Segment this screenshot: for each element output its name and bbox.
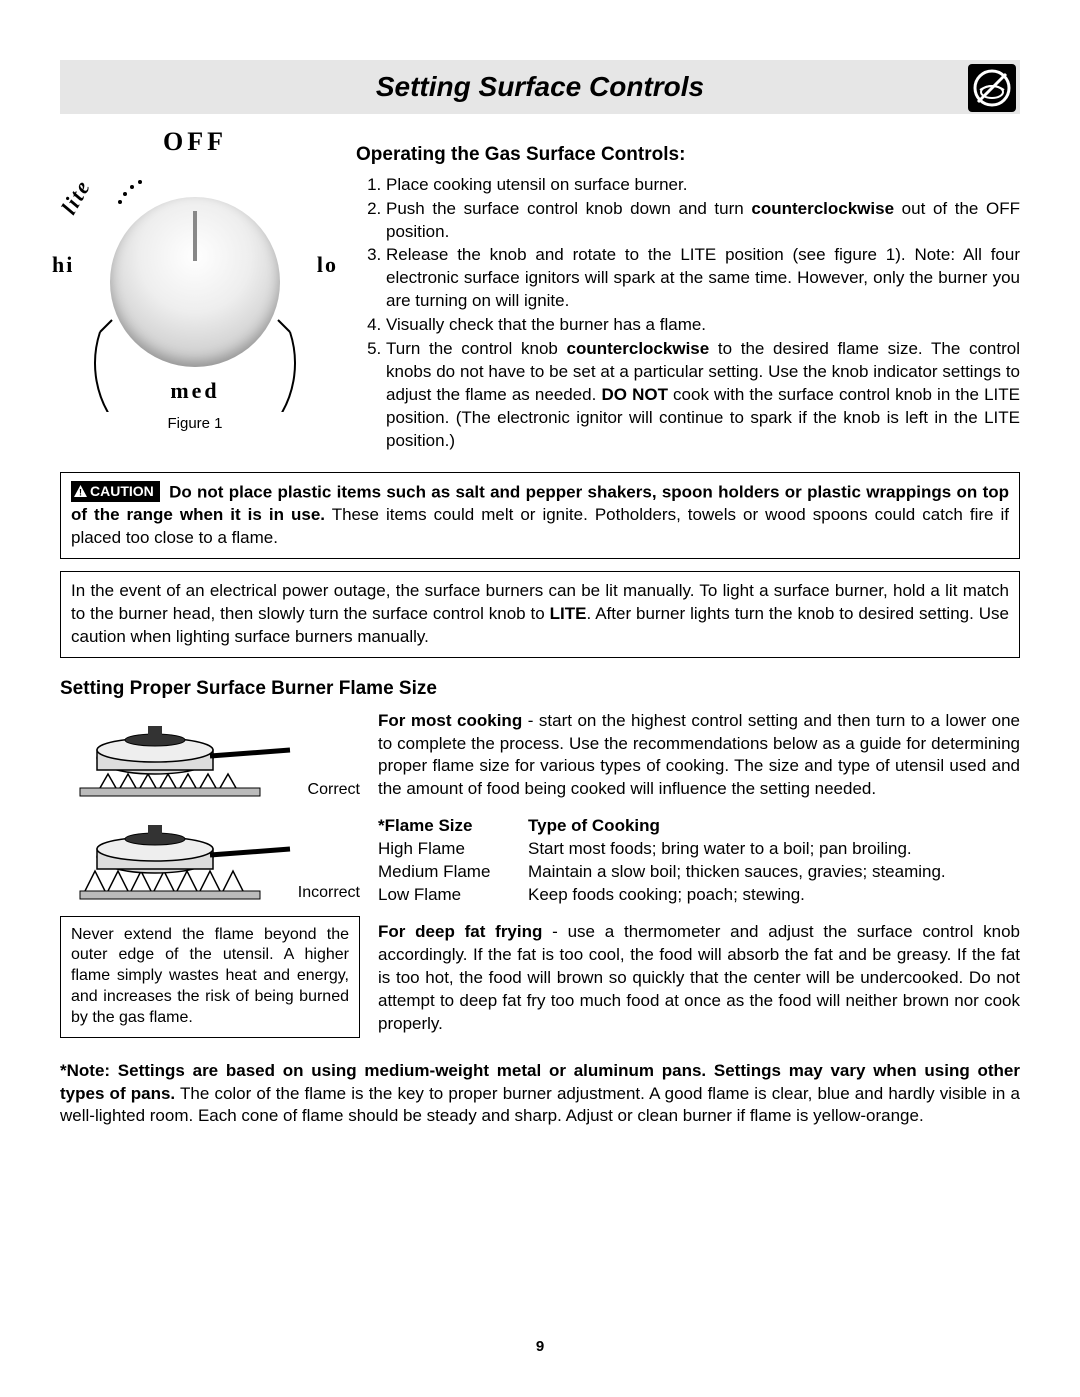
step-1: Place cooking utensil on surface burner. [386, 174, 1020, 197]
knob-lo-label: lo [317, 250, 338, 280]
knob-med-label: med [170, 376, 219, 406]
th-flame-size: *Flame Size [378, 815, 528, 838]
row-low-a: Low Flame [378, 884, 528, 907]
row-med-a: Medium Flame [378, 861, 528, 884]
step-3: Release the knob and rotate to the LITE … [386, 244, 1020, 313]
row-low-b: Keep foods cooking; poach; stewing. [528, 884, 1020, 907]
page-number: 9 [0, 1337, 1080, 1357]
no-hot-pot-icon [968, 64, 1016, 112]
flame-note-box: Never extend the flame beyond the outer … [60, 916, 360, 1038]
ops-heading: Operating the Gas Surface Controls: [356, 142, 1020, 168]
step-5: Turn the control knob counterclockwise t… [386, 338, 1020, 453]
knob-off-label: OFF [163, 124, 227, 159]
svg-text:!: ! [79, 488, 82, 498]
correct-flame-figure: Correct [60, 710, 360, 805]
correct-label: Correct [308, 779, 360, 801]
th-cooking: Type of Cooking [528, 815, 1020, 838]
incorrect-label: Incorrect [298, 882, 360, 904]
step-4: Visually check that the burner has a fla… [386, 314, 1020, 337]
header-bar: Setting Surface Controls [60, 60, 1020, 114]
knob-hi-label: hi [52, 250, 74, 280]
page-title: Setting Surface Controls [376, 68, 704, 106]
knob-dial-icon [110, 197, 280, 367]
knob-figure: OFF lite hi lo med Figure 1 [60, 142, 330, 454]
row-med-b: Maintain a slow boil; thicken sauces, gr… [528, 861, 1020, 884]
figure-caption: Figure 1 [60, 414, 330, 434]
footnote: *Note: Settings are based on using mediu… [60, 1060, 1020, 1129]
top-section: OFF lite hi lo med Figure 1 Operating th… [60, 142, 1020, 454]
caution-box: ! CAUTION Do not place plastic items suc… [60, 472, 1020, 559]
row-high-a: High Flame [378, 838, 528, 861]
operating-instructions: Operating the Gas Surface Controls: Plac… [356, 142, 1020, 454]
flame-heading: Setting Proper Surface Burner Flame Size [60, 676, 1020, 702]
incorrect-flame-figure: Incorrect [60, 813, 360, 908]
flame-table: *Flame Size Type of Cooking High Flame S… [378, 815, 1020, 907]
flame-text: For most cooking - start on the highest … [378, 710, 1020, 1038]
caution-badge: ! CAUTION [71, 481, 160, 502]
row-high-b: Start most foods; bring water to a boil;… [528, 838, 1020, 861]
flame-section: Correct Incorrect Never extend the flame… [60, 710, 1020, 1038]
step-2: Push the surface control knob down and t… [386, 198, 1020, 244]
outage-box: In the event of an electrical power outa… [60, 571, 1020, 658]
